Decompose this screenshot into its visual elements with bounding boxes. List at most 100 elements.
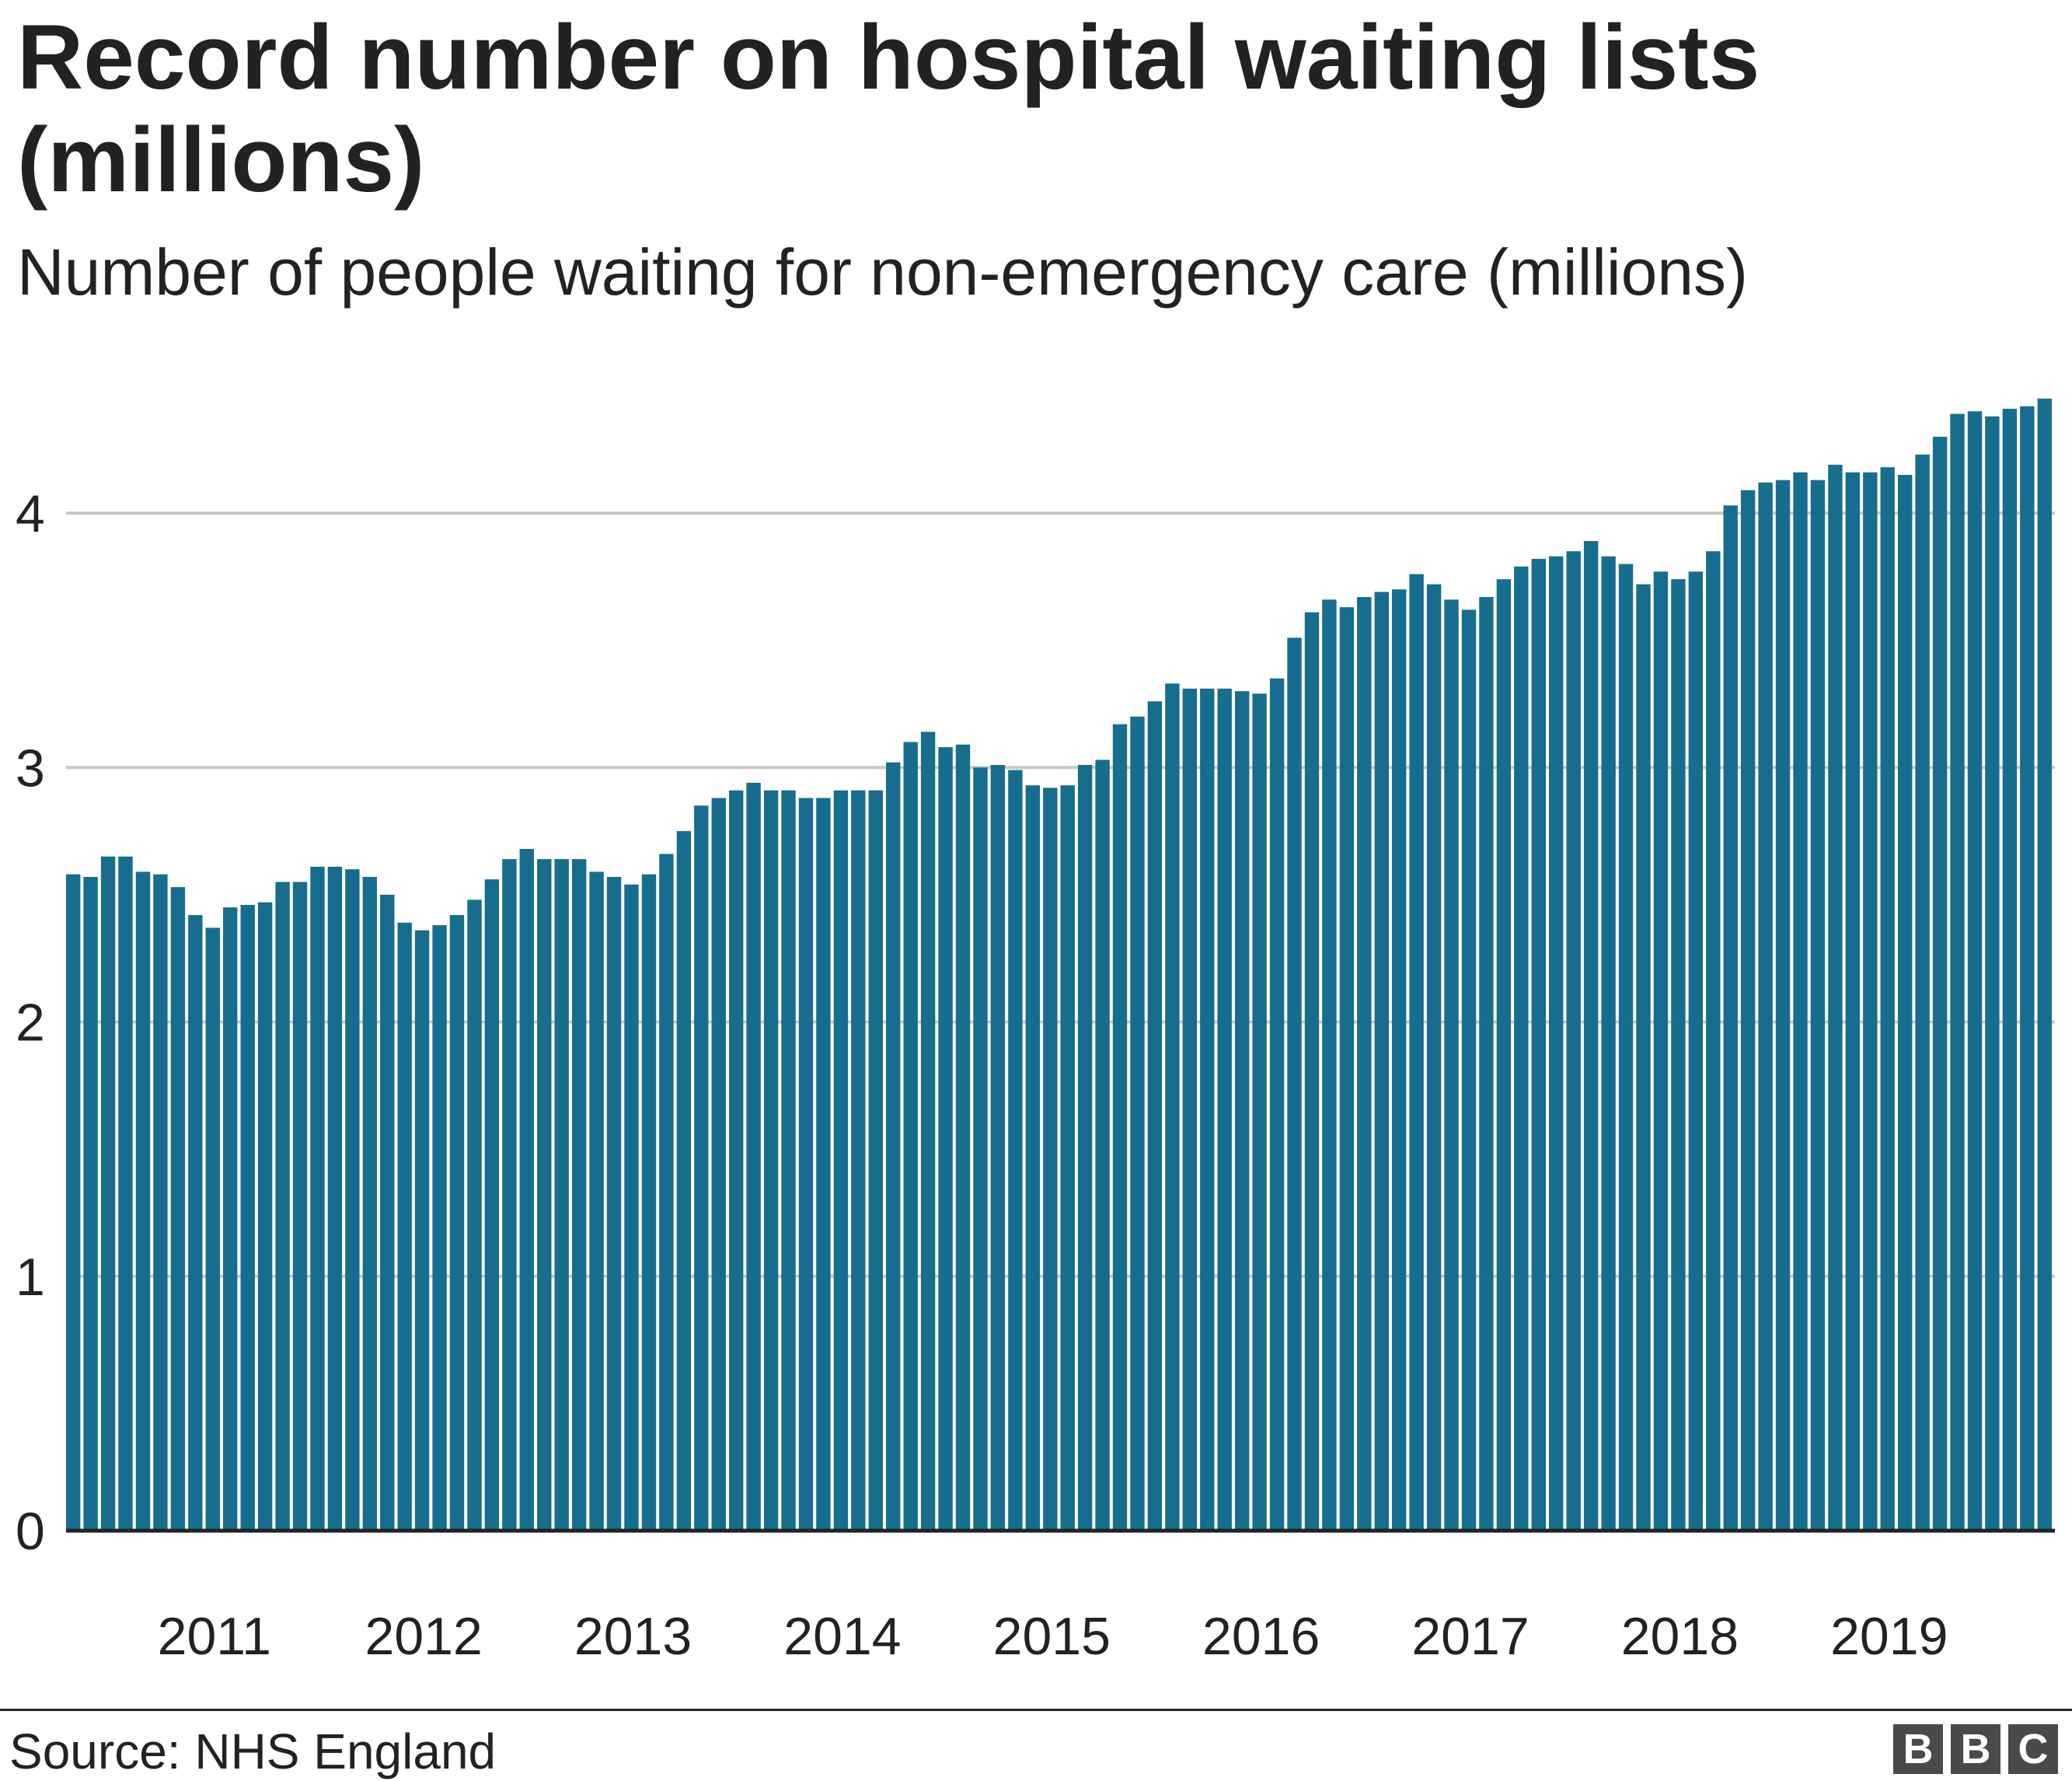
bar [1863,472,1878,1531]
footer-divider [0,1709,2072,1711]
bar [798,798,814,1531]
x-tick-label: 2012 [365,1607,483,1666]
bar [2037,398,2052,1531]
bar [781,790,796,1531]
bar [711,798,726,1531]
bbc-logo-block: B [1893,1724,1943,1774]
bar [292,882,308,1531]
bar [659,854,674,1531]
x-tick-label: 2013 [574,1607,692,1666]
bar [1479,597,1494,1531]
bar [1653,571,1669,1531]
bar [1008,770,1023,1531]
bar [1583,541,1599,1531]
bar [1950,414,1965,1531]
bar [1235,691,1250,1531]
bar [1845,472,1860,1531]
bar [1671,579,1686,1531]
x-tick-label: 2016 [1202,1607,1320,1666]
bar [1775,480,1791,1531]
chart-subtitle: Number of people waiting for non-emergen… [17,236,1748,309]
bar [1444,599,1459,1531]
x-tick-label: 2011 [158,1607,271,1666]
x-tick-label: 2019 [1830,1607,1948,1666]
bar [327,866,343,1531]
bar [729,790,744,1531]
bar [572,859,587,1531]
bar [920,732,936,1531]
bbc-logo: B B C [1893,1724,2058,1774]
bar [1025,785,1040,1531]
y-tick-label: 0 [16,1502,45,1561]
bar [467,899,482,1531]
bar [1636,584,1651,1531]
bar [1688,571,1703,1531]
bar [973,767,988,1531]
bar [589,871,604,1531]
bar [606,877,622,1531]
bbc-logo-block: B [1951,1724,2000,1774]
bar [1304,612,1320,1531]
bar [990,765,1006,1531]
bar [554,859,569,1531]
x-tick-label: 2014 [783,1607,901,1666]
bar [2002,408,2018,1531]
bar [153,874,168,1531]
bar [763,790,779,1531]
x-axis-ticks: 2011 2012 2013 2014 2015 2016 2017 2018 2019 [158,1607,1948,1666]
bar [1932,436,1948,1531]
bbc-logo-block: C [2008,1724,2058,1774]
y-tick-label: 1 [16,1248,45,1307]
bar [1287,637,1302,1531]
bar [851,790,866,1531]
bar [1043,787,1058,1531]
bar [1793,472,1808,1531]
bar [275,882,290,1531]
bar [397,922,412,1531]
bar [223,907,238,1531]
x-tick-label: 2017 [1411,1607,1529,1666]
y-axis-ticks: 0 1 2 3 4 [16,484,45,1561]
bar [1130,716,1145,1531]
bar [1409,574,1424,1531]
bar [2020,406,2035,1531]
bar [1217,688,1232,1531]
bar [100,856,116,1531]
bar [83,877,98,1531]
bar [1514,566,1529,1531]
bar [414,930,430,1531]
bar [938,747,953,1531]
bar [1060,785,1075,1531]
x-tick-label: 2018 [1621,1607,1739,1666]
bar [1252,693,1267,1531]
bar [519,849,534,1531]
x-tick-label: 2015 [993,1607,1111,1666]
bar [537,859,552,1531]
bar [1392,589,1407,1531]
bar [1740,490,1756,1531]
bar [1898,474,1913,1531]
bar [205,927,220,1531]
bar [1496,579,1512,1531]
bar [257,902,273,1531]
bar [1357,597,1372,1531]
bar [1374,592,1389,1531]
source-note: Source: NHS England [9,1723,497,1779]
bar [886,762,901,1531]
bar [380,894,395,1531]
bar [345,869,360,1531]
bar [1147,701,1163,1531]
bar [484,879,500,1531]
bar [868,790,883,1531]
bar [1723,505,1738,1531]
y-tick-label: 4 [16,484,45,543]
bar [1706,551,1721,1531]
bar [1810,480,1826,1531]
bar [1828,464,1843,1531]
bar [170,887,186,1531]
bar [1112,724,1128,1531]
bar [641,874,657,1531]
bar [1758,482,1773,1531]
bar [1601,556,1616,1531]
bar [746,782,761,1531]
